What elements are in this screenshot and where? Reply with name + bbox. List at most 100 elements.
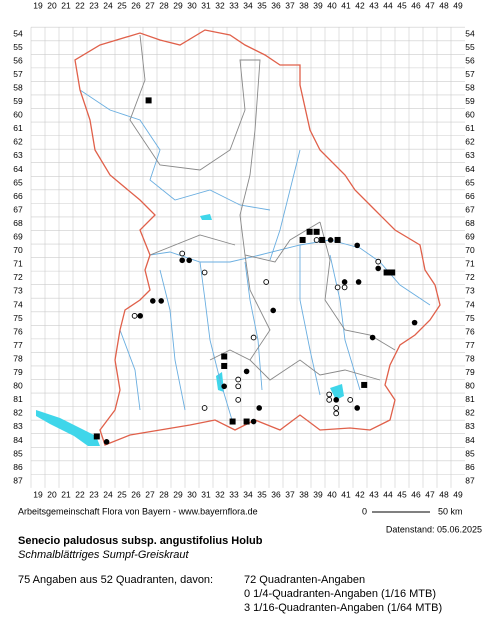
summary-quarter: 0 1/4-Quadranten-Angaben (1/16 MTB) — [244, 588, 436, 600]
row-label: 61 — [13, 123, 23, 133]
record-dot — [150, 298, 156, 304]
row-label: 85 — [465, 448, 475, 458]
row-label: 79 — [465, 367, 475, 377]
row-label: 77 — [465, 340, 475, 350]
column-label: 30 — [187, 0, 197, 10]
column-label: 29 — [173, 0, 183, 10]
row-label: 82 — [465, 408, 475, 418]
lake — [200, 214, 212, 220]
column-label: 35 — [257, 489, 267, 499]
record-dot — [333, 397, 340, 403]
row-label: 62 — [465, 137, 475, 147]
record-ring — [334, 284, 341, 291]
column-label: 41 — [341, 489, 351, 499]
record-dot — [354, 242, 361, 249]
row-label: 77 — [13, 340, 23, 350]
row-label: 62 — [13, 137, 23, 147]
row-label: 83 — [13, 421, 23, 431]
column-label: 21 — [61, 489, 71, 499]
record-ring — [313, 237, 320, 243]
column-label: 33 — [229, 489, 239, 499]
column-label: 32 — [215, 489, 225, 499]
summary-sixteenth: 3 1/16-Quadranten-Angaben (1/64 MTB) — [244, 602, 442, 614]
record-square — [243, 418, 250, 425]
row-label: 79 — [13, 367, 23, 377]
row-label: 73 — [13, 286, 23, 296]
record-dot — [355, 279, 362, 285]
row-label: 72 — [465, 272, 475, 282]
row-label: 63 — [465, 150, 475, 160]
record-square — [306, 228, 313, 235]
column-label: 32 — [215, 0, 225, 10]
record-ring — [375, 258, 382, 265]
row-label: 85 — [13, 448, 23, 458]
row-label: 57 — [465, 69, 475, 79]
common-name: Schmalblättriges Sumpf-Greiskraut — [18, 549, 190, 561]
column-label: 19 — [33, 0, 43, 10]
record-ring — [326, 391, 333, 398]
row-label: 80 — [13, 381, 23, 391]
record-dot — [369, 334, 376, 341]
row-label: 69 — [465, 232, 475, 242]
row-label: 78 — [465, 353, 475, 363]
species-name: Senecio paludosus subsp. angustifolius H… — [18, 535, 263, 547]
rivers — [79, 89, 431, 421]
column-label: 37 — [285, 489, 295, 499]
column-label: 40 — [327, 0, 337, 10]
column-label: 47 — [425, 0, 435, 10]
row-label: 81 — [465, 394, 475, 404]
column-label: 35 — [257, 0, 267, 10]
column-label: 28 — [159, 0, 169, 10]
record-ring — [347, 397, 354, 403]
record-dot — [221, 383, 227, 390]
row-label: 81 — [13, 394, 23, 404]
column-label: 24 — [103, 489, 113, 499]
record-square — [389, 269, 396, 276]
column-label: 36 — [271, 489, 281, 499]
column-label: 29 — [173, 489, 183, 499]
record-dot — [341, 279, 348, 285]
column-label: 28 — [159, 489, 169, 499]
record-ring — [235, 376, 242, 383]
record-square — [221, 353, 228, 360]
column-label: 39 — [313, 489, 323, 499]
scale-end: 50 km — [438, 506, 463, 516]
record-ring — [179, 250, 186, 257]
record-square — [319, 236, 326, 243]
summary-total: 75 Angaben aus 52 Quadranten, davon: — [18, 574, 213, 586]
record-square — [229, 418, 236, 425]
districts — [129, 34, 396, 381]
points — [93, 97, 418, 445]
column-label: 21 — [61, 0, 71, 10]
record-square — [93, 433, 100, 440]
row-label: 64 — [465, 164, 475, 174]
row-label: 59 — [465, 96, 475, 106]
row-label: 65 — [465, 177, 475, 187]
column-label: 27 — [145, 0, 155, 10]
row-label: 74 — [465, 299, 475, 309]
record-ring — [333, 405, 340, 411]
column-label: 34 — [243, 489, 253, 499]
lake — [36, 410, 100, 446]
column-label: 42 — [355, 0, 365, 10]
column-label: 34 — [243, 0, 253, 10]
row-label: 86 — [13, 462, 23, 472]
record-ring — [263, 279, 270, 285]
column-label: 36 — [271, 0, 281, 10]
column-label: 44 — [383, 0, 393, 10]
row-label: 56 — [465, 55, 475, 65]
record-dot — [158, 298, 164, 304]
row-label: 55 — [13, 42, 23, 52]
record-ring — [326, 397, 333, 403]
row-label: 56 — [13, 55, 23, 65]
row-label: 68 — [465, 218, 475, 228]
column-label: 46 — [411, 0, 421, 10]
record-ring — [131, 312, 138, 319]
row-label: 87 — [465, 475, 475, 485]
record-dot — [354, 405, 361, 411]
row-label: 63 — [13, 150, 23, 160]
column-label: 31 — [201, 0, 211, 10]
record-ring — [333, 410, 340, 417]
record-dot — [179, 257, 185, 264]
